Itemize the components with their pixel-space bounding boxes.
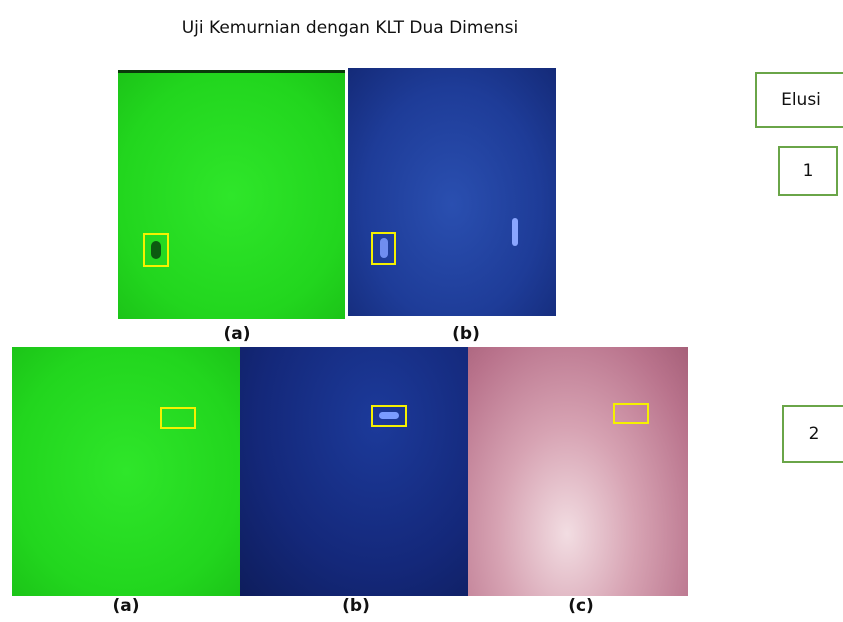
panel-label: (a) (96, 596, 156, 616)
elution-row: 1 (778, 146, 838, 196)
elution-header: Elusi (755, 72, 843, 128)
panel-label: (b) (326, 596, 386, 616)
panel-label: (b) (436, 324, 496, 344)
panel-label: (a) (207, 324, 267, 344)
plate-image (348, 68, 556, 316)
spot-marker (371, 232, 396, 265)
spot-marker (371, 405, 407, 427)
plate-image (12, 347, 240, 596)
page: Uji Kemurnian dengan KLT Dua Dimensi (a)… (0, 0, 843, 622)
spot-marker (160, 407, 196, 429)
spot (512, 218, 518, 246)
spot-marker (143, 233, 169, 267)
plate-image (240, 347, 468, 596)
title: Uji Kemurnian dengan KLT Dua Dimensi (100, 18, 600, 38)
plate-image (118, 70, 345, 319)
panel-label: (c) (551, 596, 611, 616)
spot-marker (613, 403, 649, 424)
plate-image (468, 347, 688, 596)
elution-row: 2 (782, 405, 843, 463)
